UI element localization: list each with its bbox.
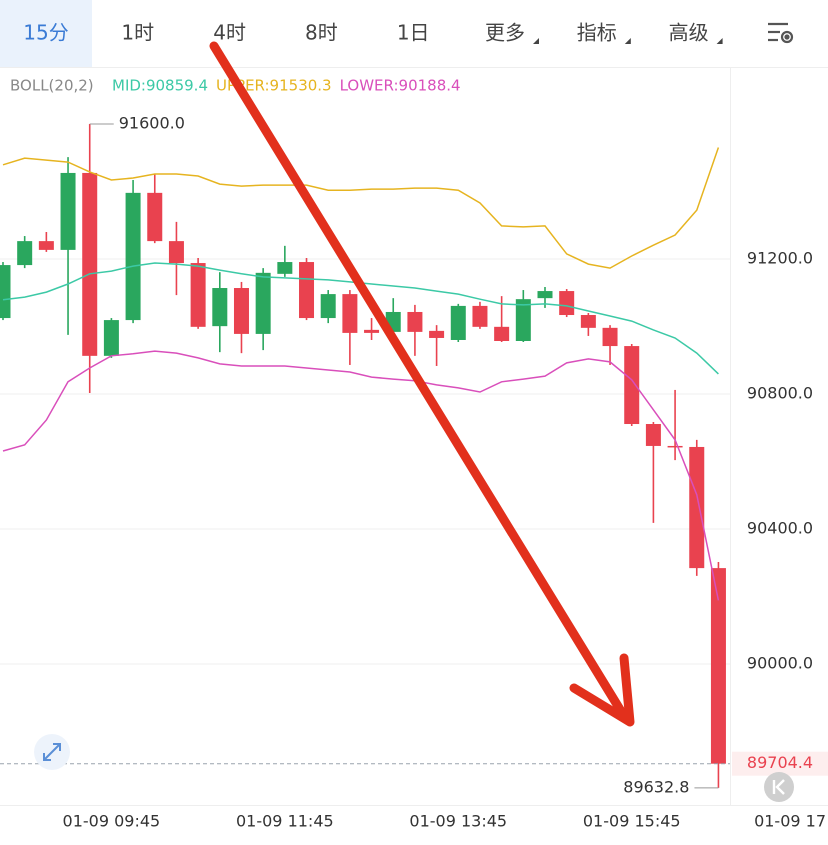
marks [0, 124, 726, 788]
x-tick-label: 01-09 13:45 [409, 812, 507, 831]
indicator-legend: BOLL(20,2) MID:90859.4 UPPER:91530.3 LOWER… [10, 77, 461, 95]
tab[interactable]: 1时 [121, 21, 154, 45]
candle-body [212, 288, 228, 327]
expand-button[interactable] [34, 734, 70, 770]
candle-body [233, 288, 249, 334]
candle-body [17, 241, 33, 266]
tab[interactable]: 指标 [577, 21, 617, 45]
indicator-line [2, 350, 720, 601]
candle-body [537, 291, 553, 299]
candle-body [277, 262, 293, 274]
x-tick-label: 01-09 15:45 [583, 812, 681, 831]
annotation-label: 89632.8 [623, 777, 689, 796]
candle-body [407, 311, 423, 332]
candle-body [190, 263, 206, 327]
legend-entry: MID:90859.4 [112, 77, 208, 95]
tab[interactable]: 高级 [669, 21, 709, 45]
candle-body [320, 294, 336, 319]
dropdown-caret [716, 38, 723, 44]
tab-active-bg [0, 0, 92, 67]
tab[interactable]: 更多 [485, 21, 525, 45]
candle-body [602, 327, 618, 347]
annotation-label: 91600.0 [119, 114, 185, 133]
tab-bar: 15分 1时 4时 8时 1日 更多 指标 高级 [0, 0, 828, 68]
candle-body [515, 299, 531, 342]
tab[interactable]: 15分 [23, 21, 68, 45]
dropdown-caret [533, 38, 539, 44]
candle-body [255, 272, 271, 334]
candle-body [624, 346, 640, 425]
candle-body [689, 446, 705, 569]
candle-body [299, 262, 315, 319]
candle-body [0, 265, 11, 319]
y-tick-label: 90800.0 [747, 383, 813, 402]
candle-body [667, 445, 683, 448]
candle-body [103, 320, 119, 356]
x-tick-label: 01-09 11:45 [236, 812, 334, 831]
candle-body [645, 424, 661, 446]
tab[interactable]: 8时 [305, 21, 338, 45]
candle-body [168, 241, 184, 264]
candle-body [342, 294, 358, 333]
tab[interactable]: 1日 [397, 21, 430, 45]
candle-body [38, 241, 54, 250]
legend-entry: LOWER:90188.4 [340, 77, 461, 95]
candle-body [472, 305, 488, 327]
candle-body [559, 291, 575, 316]
tab[interactable]: 4时 [213, 21, 246, 45]
hand-drawn-arrow [209, 41, 635, 727]
candle-body [147, 192, 163, 242]
settings-icon[interactable] [768, 22, 794, 44]
dropdown-caret [624, 38, 631, 44]
last-price-label: 89704.4 [747, 753, 813, 772]
candle-body [364, 329, 380, 333]
candle-body [125, 192, 141, 321]
indicator-line [2, 147, 720, 269]
y-tick-label: 90400.0 [747, 518, 813, 537]
y-tick-label: 91200.0 [747, 248, 813, 267]
candle-body [429, 330, 445, 338]
plot-area: 90000.0 90400.0 90800.0 91200.0 01-09 09:45 0… [0, 68, 828, 831]
candle-body [494, 326, 510, 342]
candle-body [60, 172, 76, 250]
x-tick-label: 01-09 09:45 [63, 812, 161, 831]
x-tick-label: 01-09 17 [754, 812, 826, 831]
candle-body [450, 305, 466, 340]
y-tick-label: 90000.0 [747, 653, 813, 672]
candle-body [580, 315, 596, 328]
scroll-end-button[interactable] [764, 772, 794, 802]
indicator-name: BOLL(20,2) [10, 77, 94, 95]
last-price-bg [732, 751, 828, 776]
candle-body [82, 172, 98, 356]
candle-body [710, 568, 726, 764]
